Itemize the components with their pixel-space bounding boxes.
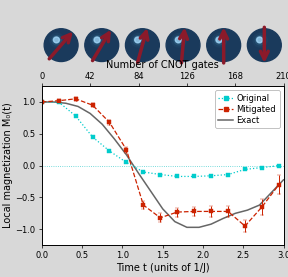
Circle shape xyxy=(247,29,281,61)
Circle shape xyxy=(135,37,141,43)
Circle shape xyxy=(217,37,222,43)
Circle shape xyxy=(166,29,200,61)
X-axis label: Number of CNOT gates: Number of CNOT gates xyxy=(106,60,219,70)
Circle shape xyxy=(255,35,265,45)
Circle shape xyxy=(90,33,105,47)
Circle shape xyxy=(50,33,64,47)
Circle shape xyxy=(253,33,267,47)
Circle shape xyxy=(257,37,263,43)
Circle shape xyxy=(126,29,159,61)
Circle shape xyxy=(94,37,101,43)
Circle shape xyxy=(257,37,263,43)
Circle shape xyxy=(175,37,181,43)
Circle shape xyxy=(172,33,186,47)
Circle shape xyxy=(85,29,119,61)
Circle shape xyxy=(94,37,100,43)
Y-axis label: Local magnetization M₀(t): Local magnetization M₀(t) xyxy=(3,103,13,229)
Circle shape xyxy=(133,35,143,45)
Legend: Original, Mitigated, Exact: Original, Mitigated, Exact xyxy=(215,90,280,128)
X-axis label: Time t (units of 1/J): Time t (units of 1/J) xyxy=(116,263,210,273)
Circle shape xyxy=(44,29,78,61)
Circle shape xyxy=(134,37,141,43)
Circle shape xyxy=(176,37,182,43)
Circle shape xyxy=(53,37,59,43)
Circle shape xyxy=(207,29,240,61)
Circle shape xyxy=(214,35,225,45)
Circle shape xyxy=(212,33,227,47)
Circle shape xyxy=(216,37,222,43)
Circle shape xyxy=(174,35,184,45)
Circle shape xyxy=(52,35,62,45)
Circle shape xyxy=(131,33,145,47)
Circle shape xyxy=(92,35,103,45)
Circle shape xyxy=(54,37,60,43)
